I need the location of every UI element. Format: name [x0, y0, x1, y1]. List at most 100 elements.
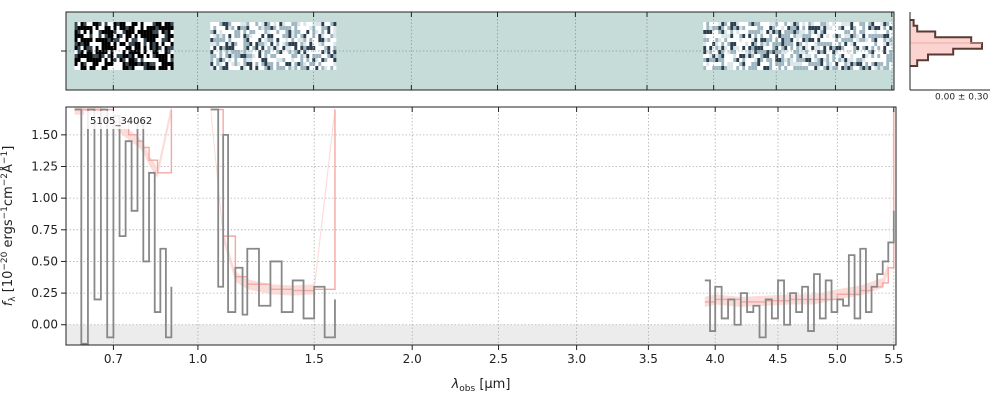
trace-pixel: [321, 30, 325, 34]
trace-pixel: [300, 42, 304, 46]
trace-pixel: [95, 26, 99, 30]
trace-pixel: [74, 34, 78, 38]
trace-pixel: [225, 54, 229, 58]
trace-pixel: [835, 54, 839, 58]
trace-pixel: [823, 34, 827, 38]
trace-pixel: [808, 42, 812, 46]
trace-pixel: [113, 42, 117, 46]
trace-pixel: [288, 26, 292, 30]
trace-pixel: [763, 26, 767, 30]
trace-pixel: [291, 62, 295, 66]
trace-pixel: [730, 58, 734, 62]
trace-pixel: [805, 58, 809, 62]
trace-pixel: [742, 46, 746, 50]
trace-pixel: [297, 34, 301, 38]
trace-pixel: [886, 38, 890, 42]
trace-pixel: [757, 50, 761, 54]
trace-pixel: [113, 26, 117, 30]
trace-pixel: [817, 66, 821, 70]
trace-pixel: [757, 42, 761, 46]
trace-pixel: [865, 46, 869, 50]
trace-pixel: [733, 46, 737, 50]
trace-pixel: [110, 22, 114, 26]
trace-pixel: [745, 66, 749, 70]
trace-pixel: [847, 34, 851, 38]
trace-pixel: [261, 58, 265, 62]
trace-pixel: [249, 50, 253, 54]
trace-pixel: [297, 50, 301, 54]
trace-pixel: [213, 50, 217, 54]
trace-pixel: [213, 54, 217, 58]
trace-pixel: [110, 58, 114, 62]
trace-pixel: [333, 22, 337, 26]
trace-pixel: [267, 66, 271, 70]
trace-pixel: [264, 30, 268, 34]
trace-pixel: [158, 58, 162, 62]
trace-pixel: [264, 58, 268, 62]
trace-pixel: [134, 38, 138, 42]
trace-pixel: [318, 22, 322, 26]
x-axis-label-sub: obs: [459, 384, 475, 394]
trace-pixel: [77, 50, 81, 54]
trace-pixel: [146, 30, 150, 34]
trace-pixel: [167, 54, 171, 58]
trace-pixel: [243, 30, 247, 34]
trace-pixel: [264, 22, 268, 26]
trace-pixel: [107, 58, 111, 62]
trace-pixel: [763, 30, 767, 34]
trace-pixel: [793, 62, 797, 66]
trace-pixel: [769, 42, 773, 46]
trace-pixel: [850, 50, 854, 54]
trace-pixel: [276, 62, 280, 66]
trace-pixel: [883, 66, 887, 70]
trace-pixel: [285, 22, 289, 26]
x-tick-label: 3.5: [639, 352, 658, 366]
trace-pixel: [823, 66, 827, 70]
trace-pixel: [733, 26, 737, 30]
trace-pixel: [811, 34, 815, 38]
trace-pixel: [715, 38, 719, 42]
trace-pixel: [249, 26, 253, 30]
trace-pixel: [808, 34, 812, 38]
trace-pixel: [757, 34, 761, 38]
trace-pixel: [267, 30, 271, 34]
trace-pixel: [865, 50, 869, 54]
trace-pixel: [333, 38, 337, 42]
trace-pixel: [131, 30, 135, 34]
trace-pixel: [802, 66, 806, 70]
trace-pixel: [89, 34, 93, 38]
trace-pixel: [721, 26, 725, 30]
trace-pixel: [835, 38, 839, 42]
trace-pixel: [306, 66, 310, 70]
trace-pixel: [155, 26, 159, 30]
trace-pixel: [104, 34, 108, 38]
trace-pixel: [291, 66, 295, 70]
trace-pixel: [312, 62, 316, 66]
trace-pixel: [820, 54, 824, 58]
trace-pixel: [781, 54, 785, 58]
trace-pixel: [841, 50, 845, 54]
y-axis-label: fλ [10−20 ergs−1cm−2Å−1]: [0, 146, 18, 307]
trace-pixel: [134, 62, 138, 66]
trace-pixel: [766, 58, 770, 62]
trace-pixel: [279, 22, 283, 26]
trace-pixel: [288, 58, 292, 62]
trace-pixel: [790, 54, 794, 58]
trace-pixel: [763, 66, 767, 70]
trace-pixel: [306, 34, 310, 38]
trace-pixel: [886, 50, 890, 54]
trace-pixel: [219, 66, 223, 70]
trace-pixel: [709, 22, 713, 26]
trace-pixel: [742, 54, 746, 58]
trace-pixel: [167, 62, 171, 66]
trace-pixel: [802, 54, 806, 58]
trace-pixel: [116, 66, 120, 70]
trace-pixel: [880, 50, 884, 54]
trace-pixel: [318, 58, 322, 62]
trace-pixel: [721, 34, 725, 38]
trace-pixel: [745, 62, 749, 66]
trace-pixel: [829, 58, 833, 62]
trace-pixel: [706, 26, 710, 30]
trace-pixel: [170, 62, 174, 66]
y-axis-ticks: 0.000.250.500.751.001.251.50: [31, 128, 66, 332]
